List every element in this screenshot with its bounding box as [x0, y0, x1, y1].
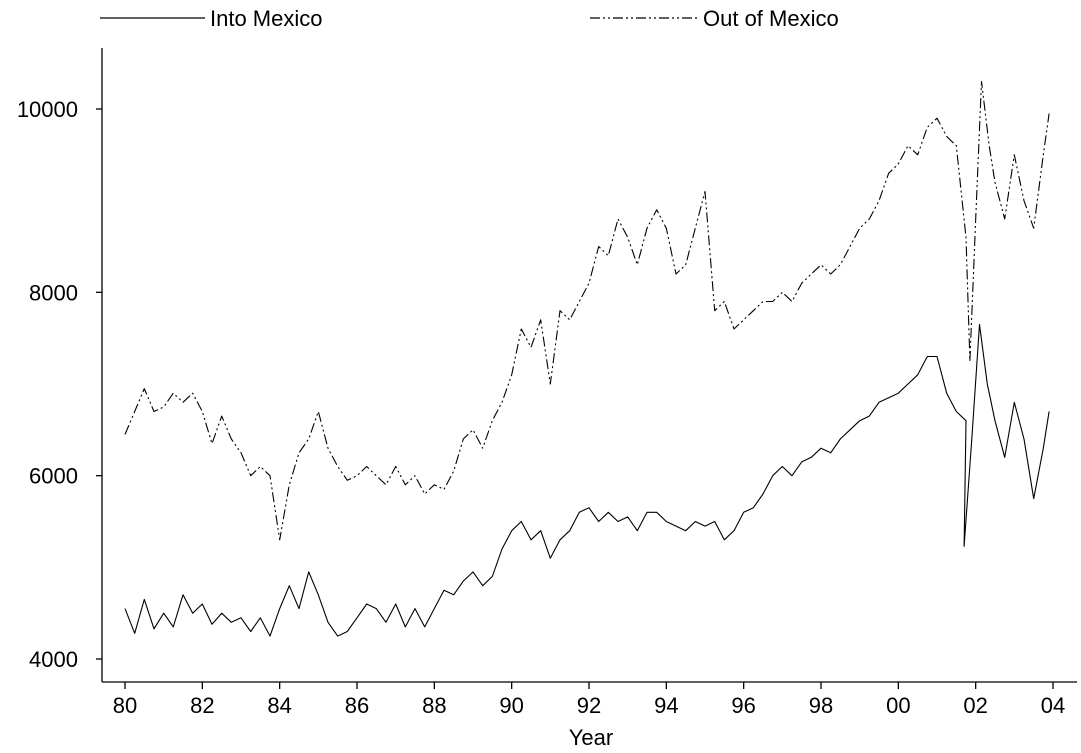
- x-tick-label: 04: [1041, 693, 1065, 718]
- y-tick-label: 6000: [29, 464, 78, 489]
- y-axis-ticks: 4000 6000 8000 10000: [17, 97, 102, 672]
- series-line-out-of-mexico: [124, 80, 1050, 541]
- legend-label-into-mexico: Into Mexico: [210, 6, 323, 31]
- x-tick-label: 00: [886, 693, 910, 718]
- axes: [101, 48, 1077, 683]
- x-tick-label: 80: [113, 693, 137, 718]
- x-tick-label: 98: [809, 693, 833, 718]
- x-axis-ticks: 80 82 84 86 88 90 92 94 96 98 00 02 04: [113, 682, 1065, 718]
- x-tick-label: 96: [731, 693, 755, 718]
- x-tick-label: 94: [654, 693, 678, 718]
- legend-label-out-of-mexico: Out of Mexico: [703, 6, 839, 31]
- series-line-into-mexico: [124, 323, 1050, 637]
- plot-series: [124, 80, 1050, 637]
- x-tick-label: 92: [577, 693, 601, 718]
- x-tick-label: 88: [422, 693, 446, 718]
- legend: Into Mexico Out of Mexico: [100, 6, 839, 31]
- x-axis-title: Year: [569, 725, 613, 750]
- x-tick-label: 90: [499, 693, 523, 718]
- y-tick-label: 10000: [17, 97, 78, 122]
- x-tick-label: 02: [963, 693, 987, 718]
- x-tick-label: 84: [267, 693, 291, 718]
- y-tick-label: 4000: [29, 647, 78, 672]
- x-tick-label: 82: [190, 693, 214, 718]
- x-tick-label: 86: [345, 693, 369, 718]
- y-tick-label: 8000: [29, 280, 78, 305]
